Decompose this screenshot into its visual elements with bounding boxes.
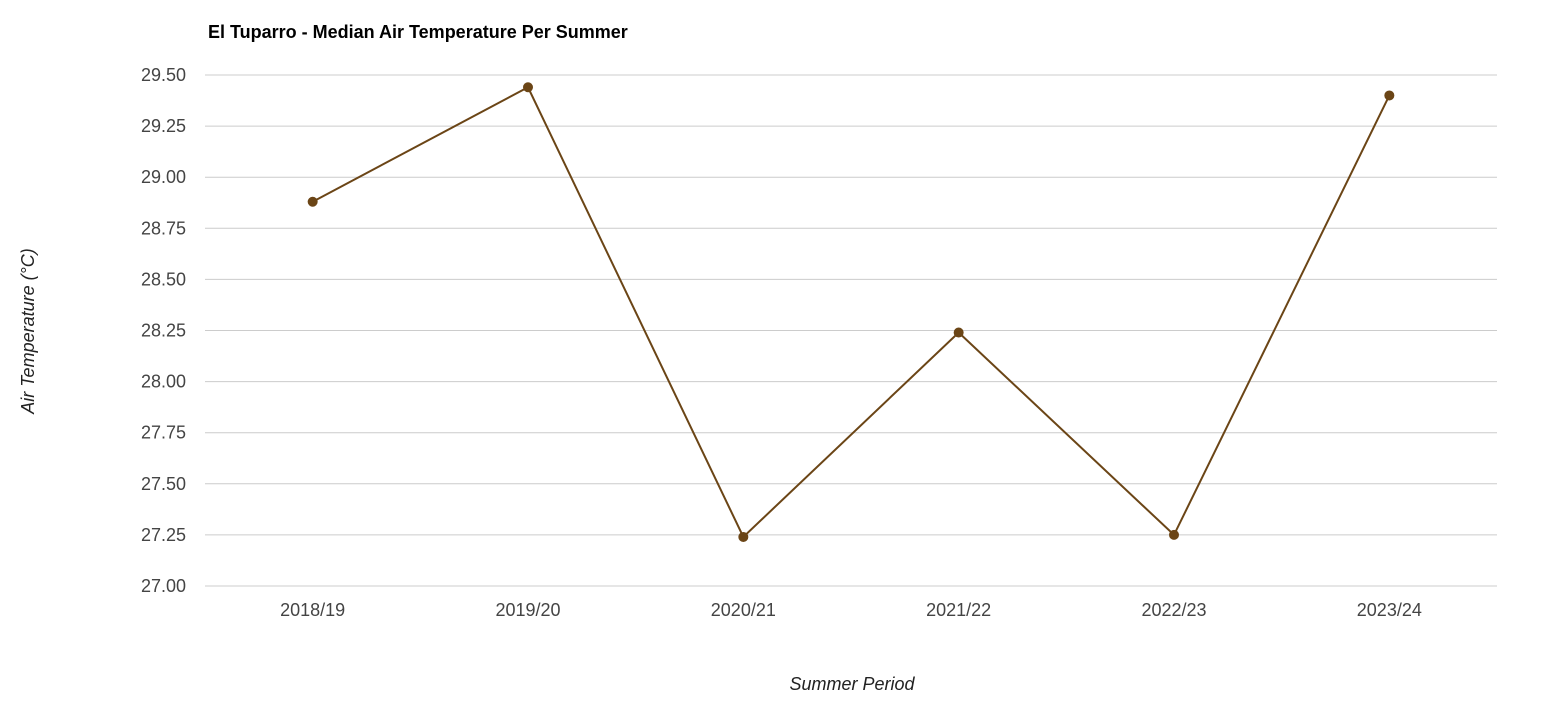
y-tick-label: 28.50 (141, 269, 186, 289)
data-point[interactable] (953, 327, 964, 338)
y-tick-label: 28.75 (141, 218, 186, 238)
y-tick-label: 28.25 (141, 321, 186, 341)
x-axis-title: Summer Period (789, 674, 915, 694)
y-tick-label: 27.00 (141, 576, 186, 596)
y-tick-label: 27.75 (141, 423, 186, 443)
y-tick-label: 27.50 (141, 474, 186, 494)
y-tick-label: 29.50 (141, 65, 186, 85)
y-axis-ticks: 27.00 27.25 27.50 27.75 28.00 28.25 28.50 28.75… (141, 65, 186, 596)
series-line (312, 85, 1391, 539)
data-point[interactable] (1169, 529, 1179, 540)
x-tick-label: 2022/23 (1141, 600, 1206, 620)
data-point[interactable] (523, 82, 533, 93)
y-tick-label: 29.25 (141, 116, 186, 136)
data-point[interactable] (307, 196, 318, 207)
x-tick-label: 2023/24 (1357, 600, 1422, 620)
x-tick-label: 2020/21 (711, 600, 776, 620)
data-point[interactable] (738, 531, 749, 542)
x-axis-ticks: 2018/19 2019/20 2020/21 2021/22 2022/23 2023/… (280, 600, 1422, 620)
x-tick-label: 2018/19 (280, 600, 345, 620)
y-tick-label: 27.25 (141, 525, 186, 545)
grid-layer (205, 74, 1497, 587)
data-point[interactable] (1384, 90, 1395, 101)
x-tick-label: 2019/20 (495, 600, 560, 620)
y-tick-label: 29.00 (141, 167, 186, 187)
chart-title: El Tuparro - Median Air Temperature Per … (208, 22, 628, 42)
y-axis-title: Air Temperature (°C) (18, 248, 38, 415)
y-tick-label: 28.00 (141, 372, 186, 392)
x-tick-label: 2021/22 (926, 600, 991, 620)
series-layer (307, 82, 1395, 542)
